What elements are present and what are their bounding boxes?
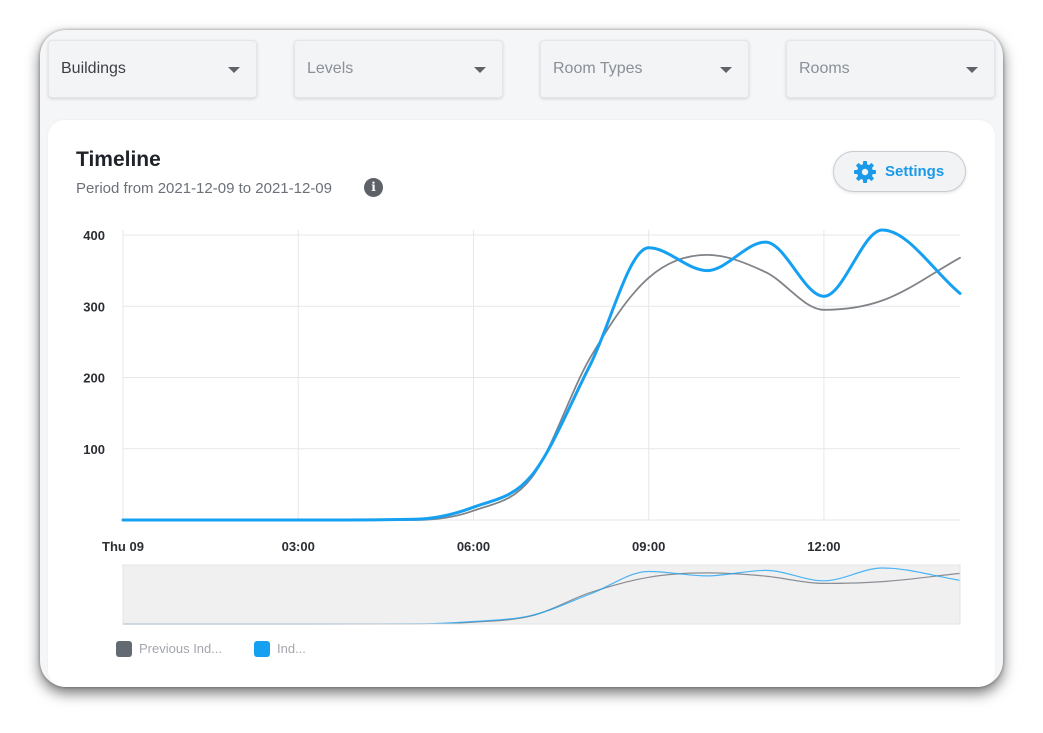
gear-icon [854, 161, 876, 183]
levels-dropdown-label: Levels [307, 60, 354, 77]
settings-button[interactable]: Settings [833, 151, 966, 192]
legend-swatch-current [254, 641, 270, 657]
legend-swatch-previous [116, 641, 132, 657]
buildings-dropdown-label: Buildings [61, 60, 126, 77]
y-tick-label: 200 [83, 371, 105, 386]
filter-bar: Buildings Levels Room Types Rooms [40, 30, 1003, 110]
series-line-previous [122, 254, 961, 521]
navigator-frame [122, 564, 961, 625]
rooms-dropdown-label: Rooms [799, 60, 850, 77]
legend-label-current: Ind... [277, 641, 306, 656]
levels-dropdown[interactable]: Levels [294, 40, 503, 98]
dashboard-window: Buildings Levels Room Types Rooms Timeli… [40, 30, 1003, 687]
legend-label-previous: Previous Ind... [139, 641, 223, 656]
navigator-background[interactable] [123, 565, 960, 624]
period-subtitle: Period from 2021-12-09 to 2021-12-09 [76, 180, 332, 197]
rooms-dropdown[interactable]: Rooms [786, 40, 995, 98]
page-title: Timeline [76, 148, 161, 171]
info-icon[interactable]: i [364, 178, 383, 197]
y-tick-label: 300 [83, 299, 105, 314]
x-tick-label: 06:00 [457, 539, 490, 554]
x-tick-label: Thu 09 [102, 539, 144, 554]
x-tick-label: 12:00 [807, 539, 840, 554]
chevron-down-icon [966, 67, 978, 73]
x-tick-label: 03:00 [282, 539, 315, 554]
x-tick-label: 09:00 [632, 539, 665, 554]
buildings-dropdown[interactable]: Buildings [48, 40, 257, 98]
room-types-dropdown-label: Room Types [553, 60, 643, 77]
timeline-chart: 400 300 200 100 Thu 09 03:00 06:00 09:00 12:00 [83, 228, 962, 625]
y-tick-label: 400 [83, 228, 105, 243]
settings-button-label: Settings [885, 163, 945, 180]
chevron-down-icon [228, 67, 240, 73]
chevron-down-icon [474, 67, 486, 73]
series-line-current [121, 228, 962, 522]
y-tick-label: 100 [83, 442, 105, 457]
timeline-card: Timeline Period from 2021-12-09 to 2021-… [48, 120, 995, 687]
room-types-dropdown[interactable]: Room Types [540, 40, 749, 98]
chevron-down-icon [720, 67, 732, 73]
